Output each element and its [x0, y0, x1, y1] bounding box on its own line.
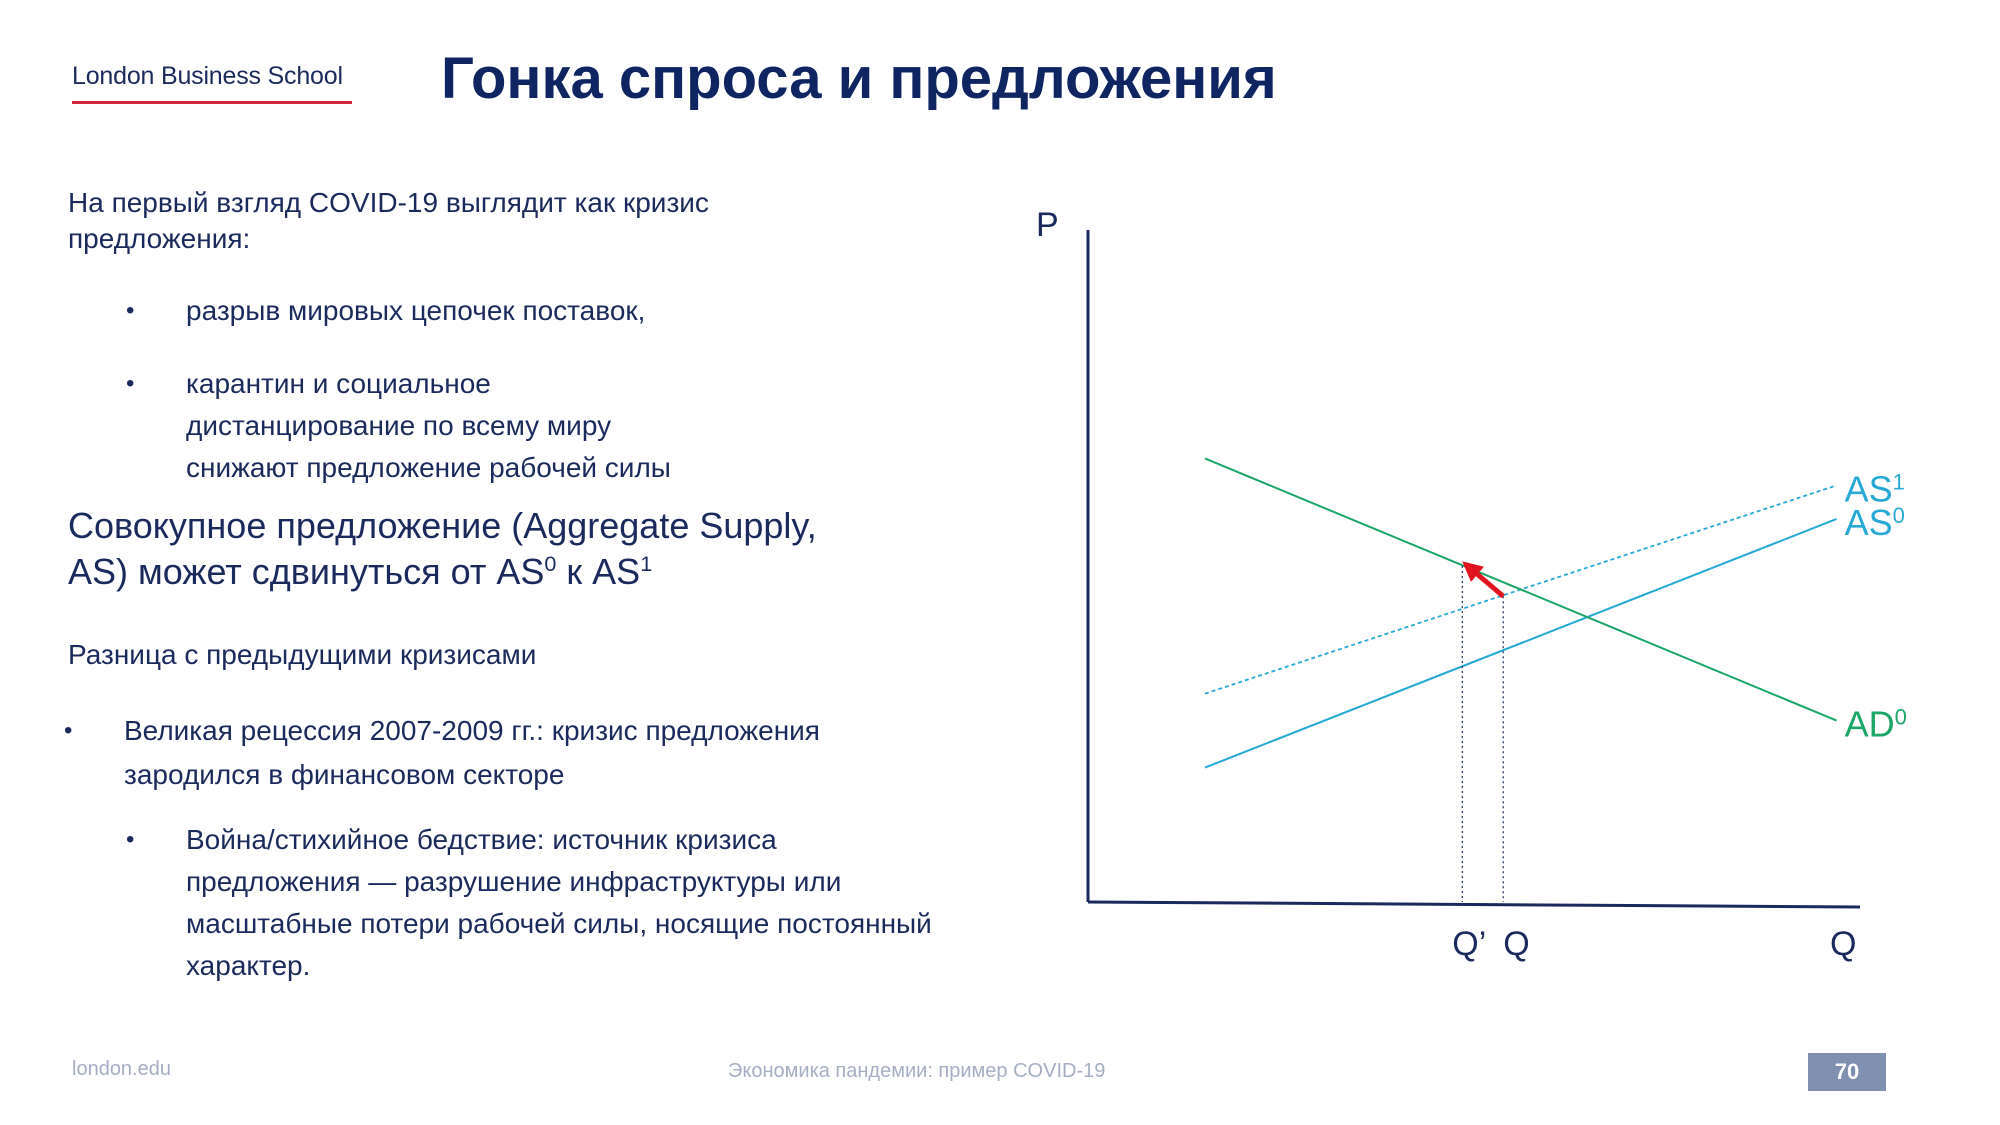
series-label-ad0: AD0: [1845, 704, 1907, 745]
slide-body: На первый взгляд COVID-19 выглядит как к…: [64, 185, 932, 987]
subheading: Разница с предыдущими кризисами: [68, 639, 537, 670]
x-axis-label: Q: [1830, 925, 1856, 963]
bullet-dot: •: [64, 717, 73, 744]
bullet-item: • разрыв мировых цепочек поставок,: [68, 293, 746, 329]
crisis-bullet-item: • Война/стихийное бедствие: источник кри…: [68, 819, 946, 987]
big-text-sup-1: 1: [640, 551, 653, 576]
aggregate-supply-text: Совокупное предложение (Aggregate Supply…: [68, 503, 848, 595]
bullet-dot: •: [126, 826, 135, 853]
series-line-ad0: [1204, 457, 1837, 722]
footer-site: london.edu: [72, 1058, 171, 1080]
page-number: 70: [1808, 1053, 1886, 1091]
footer-caption: Экономика пандемии: пример COVID-19: [728, 1060, 1106, 1082]
series-label-as0: AS0: [1845, 502, 1905, 543]
chart-ticks: Q’ Q: [1452, 925, 1529, 963]
lbs-logo: London Business School: [72, 62, 352, 104]
bullet-item: • карантин и социальное дистанцирование …: [68, 363, 686, 489]
logo-underline: [72, 101, 352, 104]
bullet-text: Война/стихийное бедствие: источник кризи…: [186, 824, 932, 981]
bullet-text: разрыв мировых цепочек поставок,: [186, 295, 646, 326]
bullet-text: карантин и социальное дистанцирование по…: [186, 368, 671, 483]
slide-title: Гонка спроса и предложения: [441, 46, 1277, 111]
chart-arrow: [1462, 561, 1505, 599]
x-tick-label: Q’: [1452, 925, 1486, 963]
crisis-bullet-item: • Великая рецессия 2007-2009 гг.: кризис…: [64, 709, 924, 797]
logo-text: London Business School: [72, 62, 343, 90]
series-line-as0: [1204, 518, 1837, 769]
y-axis-label: P: [1036, 206, 1059, 244]
bullet-dot: •: [126, 370, 135, 397]
x-tick-label: Q: [1503, 925, 1529, 963]
intro-text: На первый взгляд COVID-19 выглядит как к…: [68, 187, 709, 254]
big-text-sup-0: 0: [544, 551, 557, 576]
chart-series: [1204, 457, 1837, 769]
big-text-main: Совокупное предложение (Aggregate Supply…: [68, 505, 817, 592]
shift-arrow: [1462, 561, 1505, 599]
chart-guides: [1461, 566, 1504, 902]
big-text-mid: к AS: [556, 551, 641, 592]
bullet-dot: •: [126, 297, 135, 324]
x-axis: [1087, 900, 1861, 909]
bullet-text: Великая рецессия 2007-2009 гг.: кризис п…: [124, 715, 820, 790]
